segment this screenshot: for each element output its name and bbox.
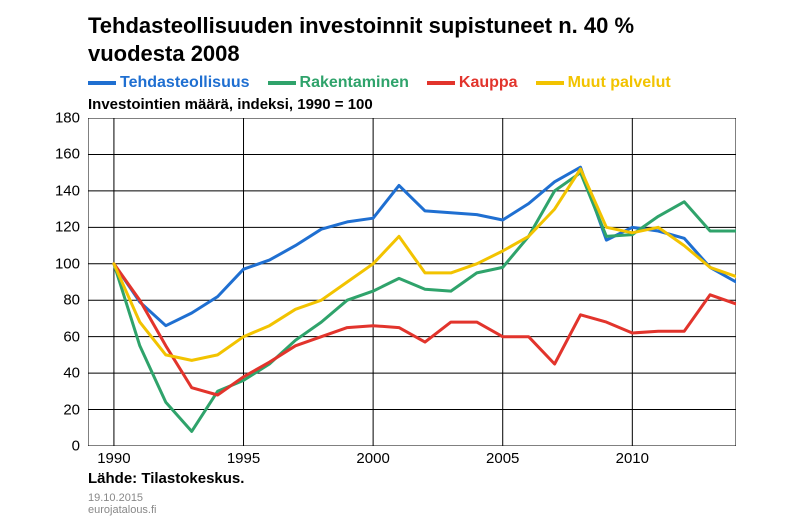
chart-title: Tehdasteollisuuden investoinnit supistun… xyxy=(88,12,688,67)
x-tick-label: 1990 xyxy=(97,450,130,467)
legend-item: Muut palvelut xyxy=(536,74,671,92)
legend-label: Rakentaminen xyxy=(300,74,409,91)
x-tick-label: 2000 xyxy=(356,450,389,467)
y-tick-label: 120 xyxy=(40,219,80,236)
legend-item: Kauppa xyxy=(427,74,518,92)
x-tick-label: 2005 xyxy=(486,450,519,467)
y-tick-label: 40 xyxy=(40,365,80,382)
y-tick-label: 160 xyxy=(40,146,80,163)
y-tick-label: 60 xyxy=(40,328,80,345)
y-tick-label: 80 xyxy=(40,292,80,309)
legend-item: Tehdasteollisuus xyxy=(88,74,250,92)
y-tick-label: 180 xyxy=(40,110,80,127)
x-tick-label: 1995 xyxy=(227,450,260,467)
legend-swatch xyxy=(88,81,116,85)
legend-swatch xyxy=(536,81,564,85)
series-line xyxy=(114,264,736,395)
y-tick-label: 100 xyxy=(40,255,80,272)
legend-label: Tehdasteollisuus xyxy=(120,74,250,91)
legend-swatch xyxy=(427,81,455,85)
legend-label: Kauppa xyxy=(459,74,518,91)
y-tick-label: 140 xyxy=(40,182,80,199)
y-tick-label: 0 xyxy=(40,438,80,455)
plot-area xyxy=(88,118,736,446)
y-tick-label: 20 xyxy=(40,401,80,418)
footer-date: 19.10.2015 xyxy=(88,492,143,504)
source-label: Lähde: Tilastokeskus. xyxy=(88,470,244,487)
chart-legend: Tehdasteollisuus Rakentaminen Kauppa Muut p… xyxy=(88,74,689,92)
legend-swatch xyxy=(268,81,296,85)
x-tick-label: 2010 xyxy=(616,450,649,467)
legend-label: Muut palvelut xyxy=(568,74,671,91)
footer-site: eurojatalous.fi xyxy=(88,504,157,516)
chart-subtitle: Investointien määrä, indeksi, 1990 = 100 xyxy=(88,96,373,113)
legend-item: Rakentaminen xyxy=(268,74,409,92)
chart-container: Tehdasteollisuuden investoinnit supistun… xyxy=(0,0,800,523)
